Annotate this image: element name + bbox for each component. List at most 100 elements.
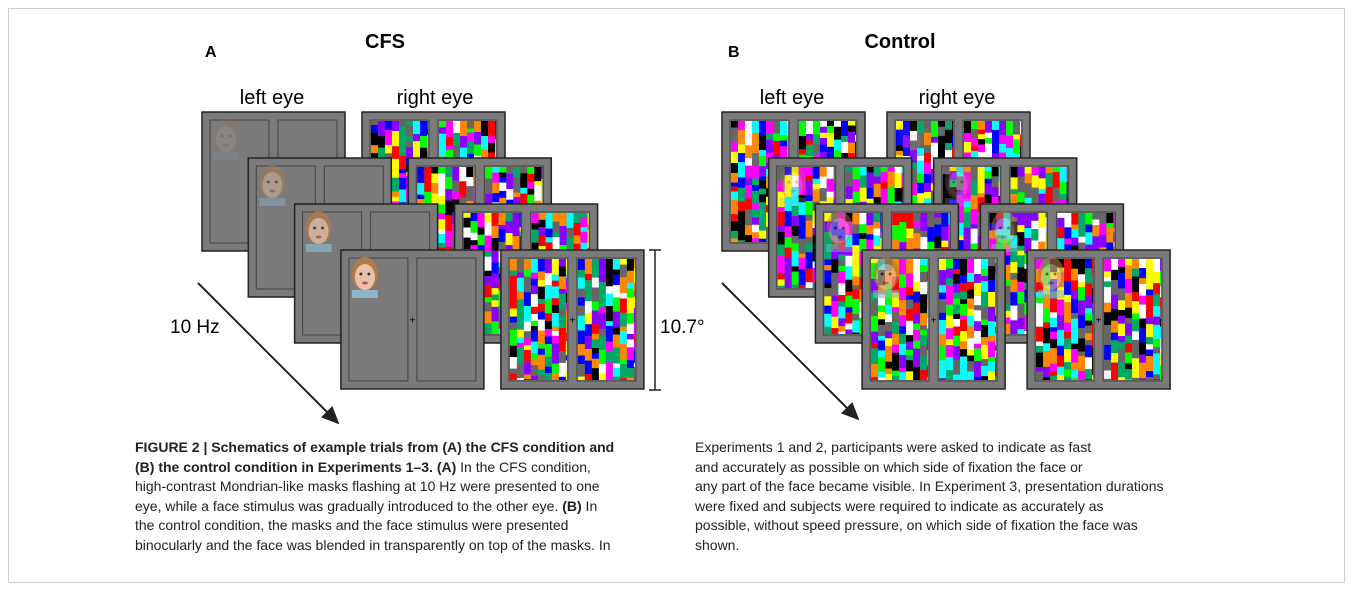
mask-patch bbox=[446, 145, 453, 150]
mask-patch bbox=[1057, 217, 1065, 228]
mask-patch bbox=[1160, 270, 1162, 287]
mask-patch bbox=[1050, 312, 1058, 318]
mask-patch bbox=[1085, 308, 1093, 314]
mask-patch bbox=[798, 226, 806, 239]
mask-patch bbox=[878, 377, 886, 380]
mask-patch bbox=[1085, 295, 1093, 309]
mask-patch bbox=[1003, 317, 1011, 324]
mask-patch bbox=[558, 293, 566, 310]
mask-patch bbox=[924, 145, 931, 153]
mask-patch bbox=[827, 132, 834, 147]
mask-patch bbox=[633, 349, 635, 363]
mask-patch bbox=[605, 341, 613, 351]
mask-patch bbox=[970, 209, 978, 224]
mask-patch bbox=[852, 313, 860, 321]
eye-label: right eye bbox=[919, 87, 996, 109]
mask-patch bbox=[633, 291, 635, 297]
mask-patch bbox=[1071, 349, 1079, 363]
mask-patch bbox=[942, 192, 950, 207]
mask-patch bbox=[523, 276, 531, 293]
mask-patch bbox=[1020, 121, 1021, 135]
mask-patch bbox=[566, 213, 574, 228]
mask-patch bbox=[626, 288, 634, 298]
mask-patch bbox=[942, 178, 950, 193]
mask-patch bbox=[1106, 223, 1114, 228]
mask-patch bbox=[998, 191, 1000, 196]
mask-patch bbox=[1013, 121, 1020, 135]
mask-patch bbox=[516, 259, 524, 273]
mask-patch bbox=[463, 237, 471, 250]
mask-patch bbox=[1071, 318, 1079, 329]
face bbox=[213, 119, 239, 160]
mask-patch bbox=[738, 121, 745, 131]
mask-patch bbox=[831, 316, 839, 329]
mask-patch bbox=[1139, 354, 1147, 363]
mask-patch bbox=[492, 182, 500, 194]
mask-patch bbox=[1036, 302, 1044, 316]
mask-patch bbox=[1118, 348, 1126, 363]
eye bbox=[888, 272, 892, 276]
mask-patch bbox=[1064, 362, 1072, 370]
mask-patch bbox=[813, 134, 820, 144]
mask-patch bbox=[484, 302, 492, 312]
mask-patch bbox=[745, 134, 752, 146]
mask-patch bbox=[591, 333, 599, 340]
mask-patch bbox=[974, 310, 982, 322]
mask-patch bbox=[1071, 224, 1079, 230]
mask-patch bbox=[1132, 358, 1140, 373]
mask-patch bbox=[1085, 313, 1093, 321]
mask-patch bbox=[1118, 342, 1126, 349]
caption-line: eye, while a face stimulus was gradually… bbox=[135, 497, 614, 517]
mask-patch bbox=[371, 125, 378, 133]
mask-patch bbox=[956, 167, 964, 177]
mask-patch bbox=[953, 318, 961, 327]
mask-patch bbox=[852, 233, 860, 246]
mask-patch bbox=[1104, 378, 1112, 380]
mask-patch bbox=[759, 194, 766, 203]
mask-patch bbox=[1064, 322, 1072, 332]
mask-patch bbox=[466, 167, 474, 178]
mask-patch bbox=[1017, 232, 1025, 246]
mask-patch bbox=[956, 235, 964, 241]
mask-patch bbox=[880, 231, 882, 239]
eye bbox=[228, 134, 232, 138]
mask-patch bbox=[1031, 240, 1039, 255]
mask-patch bbox=[988, 321, 996, 337]
mask-patch bbox=[946, 357, 954, 371]
mask-patch bbox=[988, 291, 996, 307]
mask-patch bbox=[946, 259, 954, 269]
mask-patch bbox=[752, 238, 759, 242]
mask-patch bbox=[1050, 327, 1058, 332]
mask-patch bbox=[551, 372, 559, 380]
mask-patch bbox=[558, 259, 566, 267]
mask-patch bbox=[805, 282, 813, 288]
mask-patch bbox=[946, 278, 954, 286]
mask-patch bbox=[1050, 375, 1058, 380]
mask-patch bbox=[516, 272, 524, 278]
mask-patch bbox=[766, 121, 773, 135]
mask-patch bbox=[970, 180, 978, 196]
mask-patch bbox=[544, 273, 552, 286]
mask-patch bbox=[766, 139, 773, 153]
mask-patch bbox=[1078, 314, 1086, 329]
eye bbox=[960, 180, 964, 184]
mask-patch bbox=[799, 149, 806, 155]
mask-patch bbox=[1085, 325, 1093, 334]
caption-line: possible, without speed pressure, on whi… bbox=[695, 516, 1164, 536]
mask-patch bbox=[956, 189, 964, 196]
mask-patch bbox=[1031, 229, 1039, 241]
mask-patch bbox=[834, 139, 841, 151]
mask-patch bbox=[824, 296, 832, 306]
mask-patch bbox=[871, 343, 879, 349]
mask-patch bbox=[1085, 213, 1093, 225]
mask-patch bbox=[939, 364, 947, 379]
mask-patch bbox=[985, 121, 992, 133]
mask-patch bbox=[845, 279, 853, 292]
mask-patch bbox=[838, 306, 846, 319]
face-skin bbox=[354, 264, 375, 290]
mask-patch bbox=[591, 339, 599, 349]
mask-patch bbox=[584, 374, 592, 380]
mask-patch bbox=[901, 167, 903, 174]
mask-patch bbox=[1125, 343, 1133, 353]
mask-patch bbox=[577, 270, 585, 278]
